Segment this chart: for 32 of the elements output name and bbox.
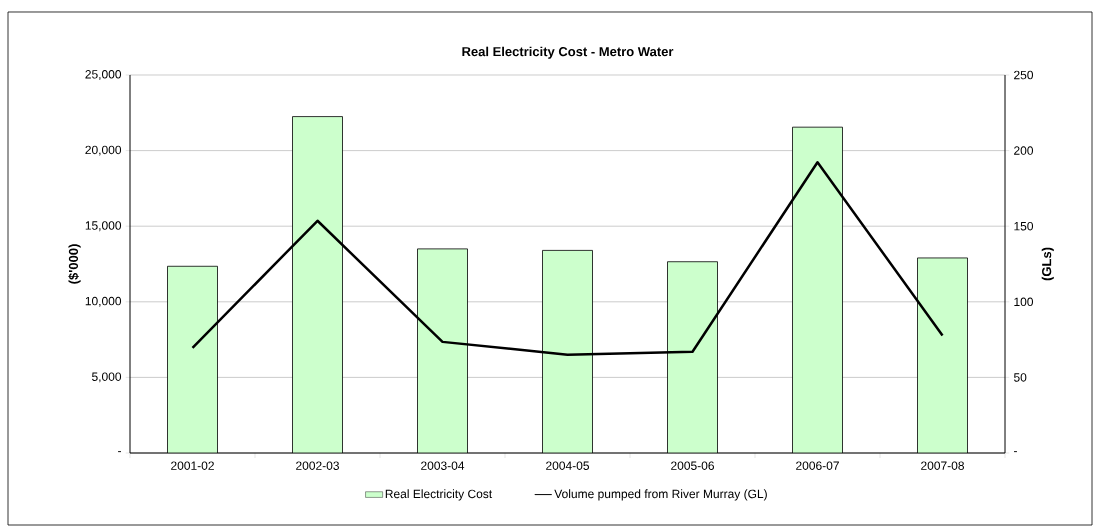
x-tick-label: 2001-02 bbox=[171, 461, 214, 470]
legend-label: Volume pumped from River Murray (GL) bbox=[554, 489, 767, 501]
y2-axis-title: (GLs) bbox=[1041, 247, 1054, 281]
bar bbox=[417, 248, 468, 453]
y2-tick-label: 250 bbox=[1014, 70, 1034, 80]
bar bbox=[917, 257, 968, 453]
bar bbox=[167, 266, 218, 453]
y2-tick-label: 150 bbox=[1014, 221, 1034, 231]
y2-tick-label: - bbox=[1014, 451, 1017, 453]
y-axis-title: ($'000) bbox=[68, 244, 81, 284]
x-tick-label: 2007-08 bbox=[921, 461, 964, 470]
y-tick-label: 20,000 bbox=[85, 145, 122, 156]
y-tick-label: 10,000 bbox=[85, 296, 122, 307]
y-tick-label: 15,000 bbox=[85, 221, 122, 232]
y-tick-label: 5,000 bbox=[91, 372, 122, 383]
y-tick-label: - bbox=[118, 451, 122, 453]
y-tick-label: 25,000 bbox=[85, 70, 122, 80]
y2-tick-label: 50 bbox=[1013, 373, 1027, 382]
line-series bbox=[191, 160, 944, 356]
bar bbox=[542, 250, 593, 453]
x-tick-label: 2005-06 bbox=[671, 461, 714, 470]
x-tick-label: 2003-04 bbox=[421, 461, 465, 470]
bar bbox=[292, 116, 343, 453]
x-tick-label: 2002-03 bbox=[296, 461, 339, 470]
legend-label: Real Electricity Cost bbox=[385, 489, 493, 501]
y2-tick-label: 100 bbox=[1014, 297, 1034, 307]
x-tick-label: 2004-05 bbox=[546, 461, 590, 470]
x-tick-label: 2006-07 bbox=[796, 461, 839, 470]
chart-title: Real Electricity Cost - Metro Water bbox=[462, 46, 674, 59]
bar bbox=[792, 127, 843, 453]
bar bbox=[667, 261, 718, 453]
y2-tick-label: 200 bbox=[1014, 146, 1034, 155]
